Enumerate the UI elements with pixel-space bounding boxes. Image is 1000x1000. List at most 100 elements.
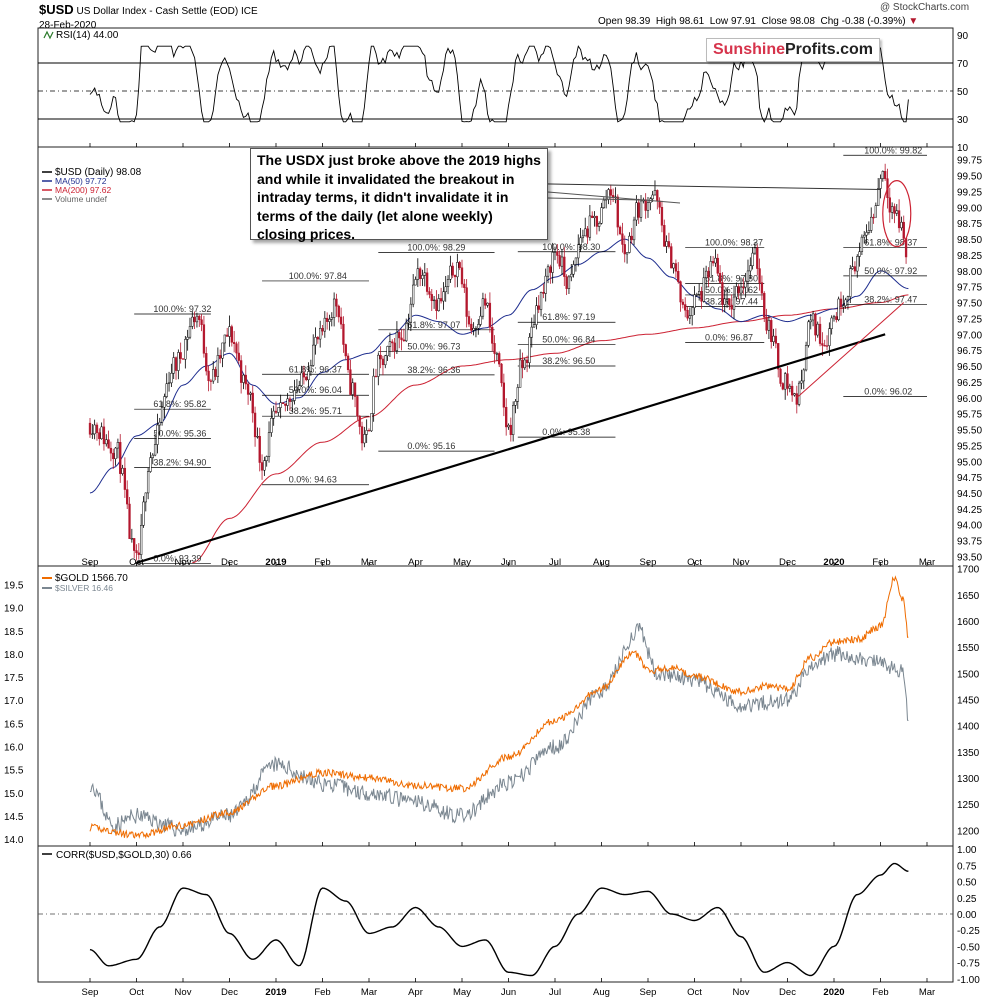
usd-candle-body [126,489,129,505]
usd-month-label: Sep [640,557,657,568]
usd-month-label: Jun [501,557,516,568]
usd-candle-body [458,262,461,269]
usd-candle-body [881,171,884,179]
usd-candle-body [184,339,187,360]
usd-candle-body [579,237,582,245]
usd-candle-body [767,320,771,331]
usd-candle-body [495,353,499,355]
usd-candle-body [621,233,624,245]
fib-label: 61.8%: 97.07 [407,320,460,330]
usd-candle-body [342,323,345,345]
usd-tick: 98.75 [957,219,982,230]
usd-candle-body [895,210,898,214]
usd-candle-body [904,238,908,258]
usd-candle-body [202,324,206,354]
usd-legend-2: MA(200) 97.62 [55,185,111,195]
gold-line [89,575,909,840]
usd-candle-body [409,303,413,323]
usd-candle-body [677,270,680,282]
usd-candle-body [549,266,552,273]
usd-candle-body [879,178,882,189]
usd-candle-body [828,328,831,346]
usd-candle-body [374,375,378,378]
rsi-legend-icon [43,30,54,40]
usd-candle-body [100,426,103,440]
usd-candle-body [474,328,478,330]
annotation-callout: The USDX just broke above the 2019 highs… [250,148,548,242]
usd-candle-body [716,257,719,274]
usd-candle-body [560,256,564,267]
corr-tick: 0.00 [957,910,977,921]
usd-candle-body [751,252,754,267]
usd-candle-body [702,277,705,302]
usd-candle-body [191,316,194,327]
usd-candle-body [698,291,701,295]
usd-candle-body [737,286,740,294]
usd-candle-body [872,216,875,219]
usd-candle-body [491,327,494,344]
fib-label: 0.0%: 96.87 [705,333,753,343]
sunshine-profits-logo: SunshineProfits.com [706,38,880,62]
instrument-name: US Dollar Index - Cash Settle (EOD) [76,6,239,17]
usd-candle-body [146,471,150,494]
chart-date: 28-Feb-2020 [39,20,97,31]
usd-candle-body [239,360,243,383]
ma200-line [192,294,909,564]
usd-candle-body [763,292,766,318]
usd-candle-body [851,266,854,269]
usd-candle-body [405,323,408,342]
usd-tick: 96.00 [957,394,982,405]
usd-candle-body [337,305,340,318]
usd-candle-body [832,316,836,319]
usd-candle-body [267,432,271,457]
usd-candle-body [528,336,531,364]
silver-tick: 14.5 [4,812,24,823]
usd-candle-body [544,275,547,294]
close-value: 98.08 [789,16,815,27]
usd-candle-body [453,274,457,278]
usd-candle-body [328,318,331,322]
usd-candle-body [721,282,724,305]
gold-tick: 1450 [957,695,980,706]
usd-candle-body [200,319,203,325]
usd-candle-body [888,197,891,213]
usd-candle-body [877,188,880,206]
usd-candle-body [160,406,164,423]
usd-candle-body [856,256,859,272]
gold-tick: 1550 [957,643,980,654]
gold-tick: 1400 [957,722,980,733]
usd-candle-body [188,326,192,338]
rsi-tick: 70 [957,59,969,70]
usd-candle-body [681,301,685,305]
usd-candle-body [465,287,468,317]
usd-candle-body [607,189,610,200]
usd-candle-body [867,230,871,233]
usd-candle-body [563,256,566,277]
open-label: Open [598,16,623,27]
usd-candle-body [430,294,433,301]
usd-candle-body [635,202,638,221]
usd-candle-body [177,352,180,371]
usd-month-label: 2019 [265,557,286,568]
usd-candle-body [467,316,471,325]
usd-candle-body [419,268,422,279]
usd-candle-body [186,336,189,340]
corr-month-label: May [453,987,471,998]
usd-candle-body [572,264,575,275]
usd-candle-body [314,337,317,346]
usd-candle-body [835,316,838,320]
usd-candle-body [463,283,466,288]
usd-candle-body [116,442,120,449]
usd-candle-body [818,323,822,344]
usd-candle-body [477,324,480,329]
usd-candle-body [381,358,385,366]
usd-candle-body [212,369,215,382]
fib-label: 50.0%: 96.04 [289,385,342,395]
usd-tick: 98.25 [957,251,982,262]
gold-tick: 1250 [957,800,980,811]
usd-candle-body [672,263,675,269]
down-triangle-icon: ▼ [908,16,919,27]
usd-candle-body [398,332,401,339]
usd-candle-body [370,413,373,432]
corr-month-label: Sep [640,987,657,998]
